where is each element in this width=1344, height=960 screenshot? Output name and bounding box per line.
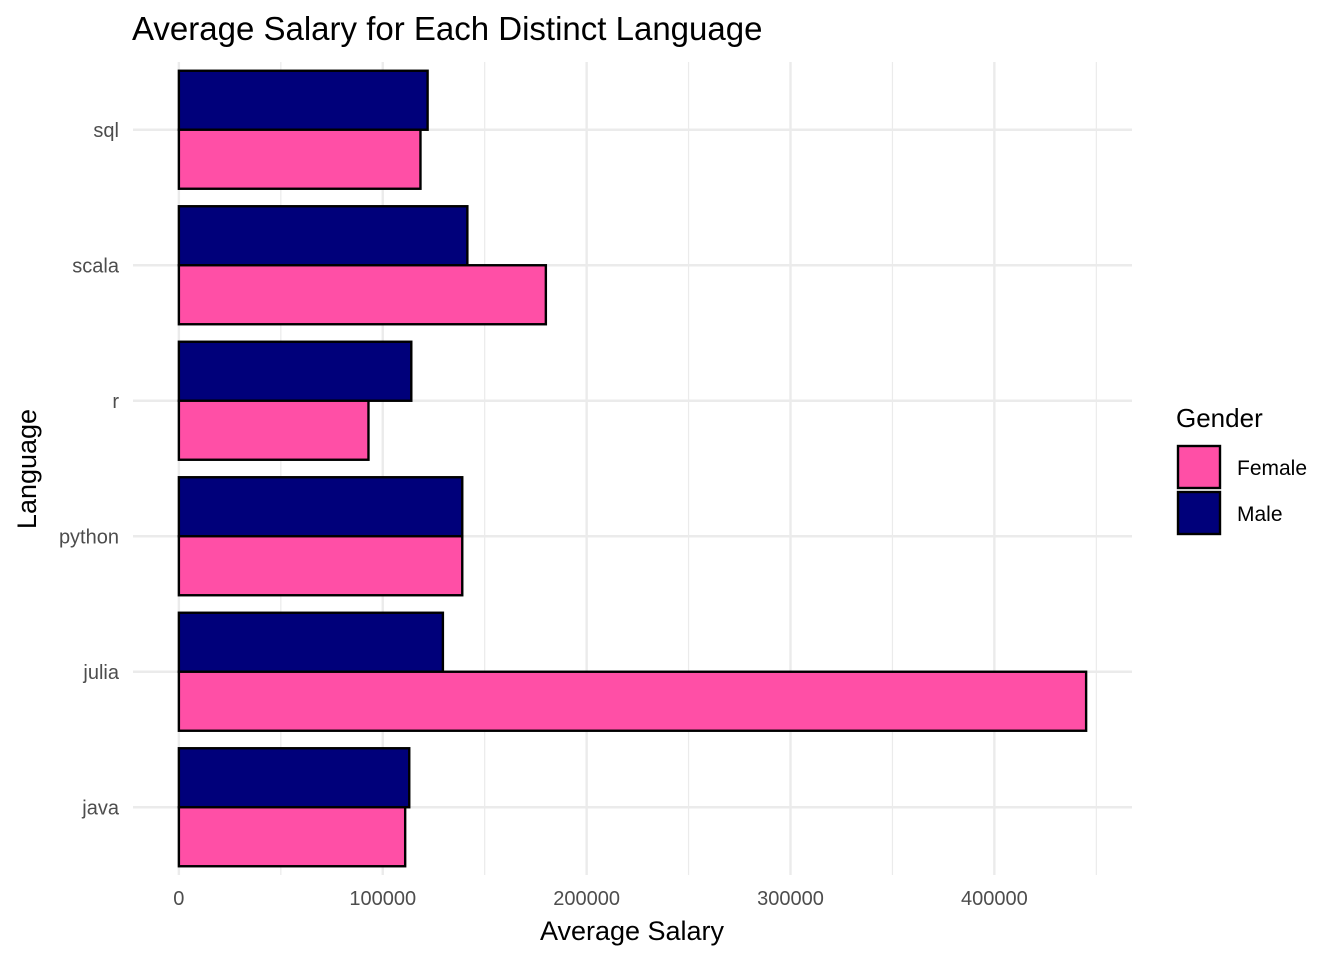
y-axis-title: Language — [12, 409, 42, 529]
bar-female-r — [177, 399, 370, 461]
y-tick-label: r — [112, 391, 119, 413]
x-tick-label: 200000 — [553, 888, 620, 910]
bar-female-sql — [177, 128, 422, 190]
bar-male-python — [177, 476, 464, 538]
legend-entries: Female Male — [1176, 444, 1307, 536]
bar-female-python — [177, 535, 464, 597]
legend: Gender Female Male — [1176, 403, 1307, 536]
legend-label-male: Male — [1237, 503, 1283, 526]
legend-label-female: Female — [1237, 457, 1307, 480]
bar-male-julia — [177, 611, 445, 673]
x-axis-title: Average Salary — [540, 916, 725, 946]
y-tick-labels: java julia python r scala sql — [59, 120, 120, 820]
bar-female-java — [177, 806, 407, 868]
bar-female-julia — [177, 670, 1088, 732]
y-tick-label: scala — [72, 255, 120, 277]
bars — [177, 69, 1088, 868]
legend-swatch-female — [1176, 444, 1222, 490]
x-tick-label: 400000 — [961, 888, 1028, 910]
bar-male-r — [177, 340, 413, 402]
legend-swatch-male — [1176, 490, 1222, 536]
y-tick-label: sql — [93, 120, 119, 142]
bar-female-scala — [177, 264, 548, 326]
x-tick-label: 0 — [173, 888, 184, 910]
bar-male-java — [177, 747, 411, 809]
y-tick-label: julia — [82, 662, 119, 684]
y-tick-label: python — [59, 526, 119, 548]
bar-male-scala — [177, 205, 469, 267]
bar-male-sql — [177, 69, 429, 131]
legend-title: Gender — [1176, 403, 1263, 433]
x-tick-label: 300000 — [757, 888, 824, 910]
y-tick-label: java — [81, 797, 120, 819]
x-tick-label: 100000 — [349, 888, 416, 910]
chart-title: Average Salary for Each Distinct Languag… — [132, 10, 762, 47]
x-tick-labels: 0 100000 200000 300000 400000 — [173, 888, 1027, 910]
